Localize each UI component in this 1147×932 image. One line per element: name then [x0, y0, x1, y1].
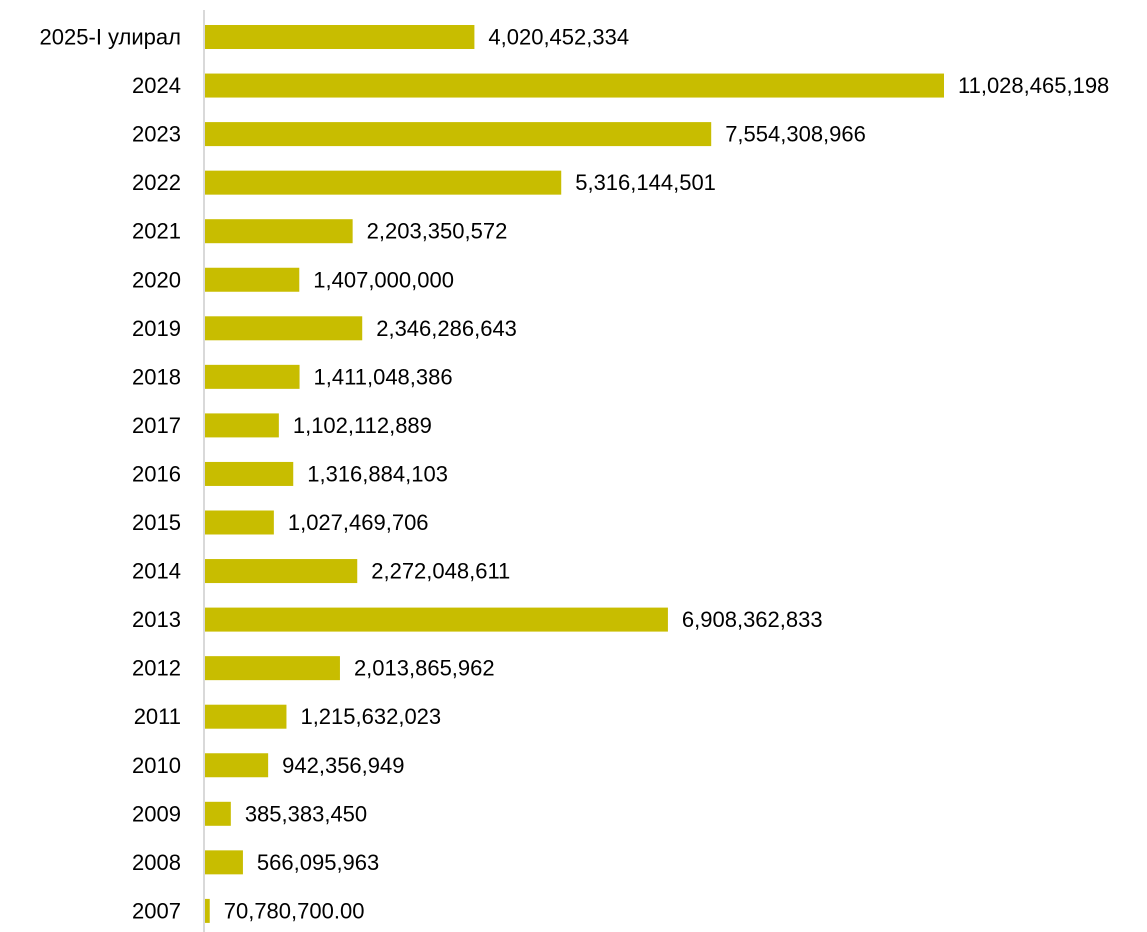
value-label: 1,411,048,386 [314, 364, 453, 389]
labels-layer: 2025-I улирал 4,020,452,334 2024 11,028,465… [40, 25, 1110, 924]
value-label: 4,020,452,334 [488, 25, 629, 50]
value-label: 1,215,632,023 [300, 704, 441, 729]
bar-13 [205, 656, 340, 681]
category-label: 2023 [132, 122, 181, 147]
category-label: 2025-I улирал [40, 25, 181, 50]
category-label: 2014 [132, 559, 181, 584]
category-label: 2009 [132, 801, 181, 826]
category-label: 2022 [132, 170, 181, 195]
bar-12 [205, 607, 668, 632]
value-label: 5,316,144,501 [575, 170, 716, 195]
value-label: 7,554,308,966 [725, 122, 866, 147]
category-label: 2018 [132, 364, 181, 389]
category-label: 2017 [132, 413, 181, 438]
category-label: 2020 [132, 267, 181, 292]
bar-16 [205, 801, 231, 826]
bar-9 [205, 461, 294, 486]
value-label: 70,780,700.00 [224, 898, 365, 923]
category-label: 2012 [132, 656, 181, 681]
value-label: 2,203,350,572 [367, 219, 508, 244]
bar-11 [205, 559, 358, 584]
bar-3 [205, 170, 562, 195]
bar-7 [205, 364, 300, 389]
category-label: 2013 [132, 607, 181, 632]
bar-5 [205, 267, 300, 292]
bar-10 [205, 510, 274, 535]
bar-4 [205, 219, 353, 244]
value-label: 1,407,000,000 [313, 267, 454, 292]
value-label: 2,013,865,962 [354, 656, 495, 681]
bar-18 [205, 898, 210, 923]
bar-17 [205, 850, 243, 875]
value-label: 11,028,465,198 [958, 73, 1109, 98]
bar-14 [205, 704, 287, 729]
value-label: 1,102,112,889 [293, 413, 432, 438]
bar-1 [205, 73, 944, 98]
category-label: 2010 [132, 753, 181, 778]
value-label: 1,316,884,103 [307, 461, 448, 486]
value-label: 2,272,048,611 [371, 559, 510, 584]
bar-0 [205, 25, 475, 49]
category-label: 2008 [132, 850, 181, 875]
category-label: 2021 [132, 219, 181, 244]
bar-2 [205, 122, 712, 147]
category-label: 2011 [134, 704, 181, 729]
value-label: 385,383,450 [245, 801, 367, 826]
category-label: 2007 [132, 898, 181, 923]
bar-8 [205, 413, 279, 438]
category-label: 2016 [132, 461, 181, 486]
value-label: 2,346,286,643 [376, 316, 517, 341]
category-label: 2015 [132, 510, 181, 535]
category-label: 2024 [132, 73, 181, 98]
category-label: 2019 [132, 316, 181, 341]
value-label: 942,356,949 [282, 753, 404, 778]
bar-6 [205, 316, 363, 341]
value-label: 6,908,362,833 [682, 607, 823, 632]
bars-layer [205, 25, 944, 923]
value-label: 1,027,469,706 [288, 510, 429, 535]
value-label: 566,095,963 [257, 850, 379, 875]
bar-15 [205, 753, 269, 778]
